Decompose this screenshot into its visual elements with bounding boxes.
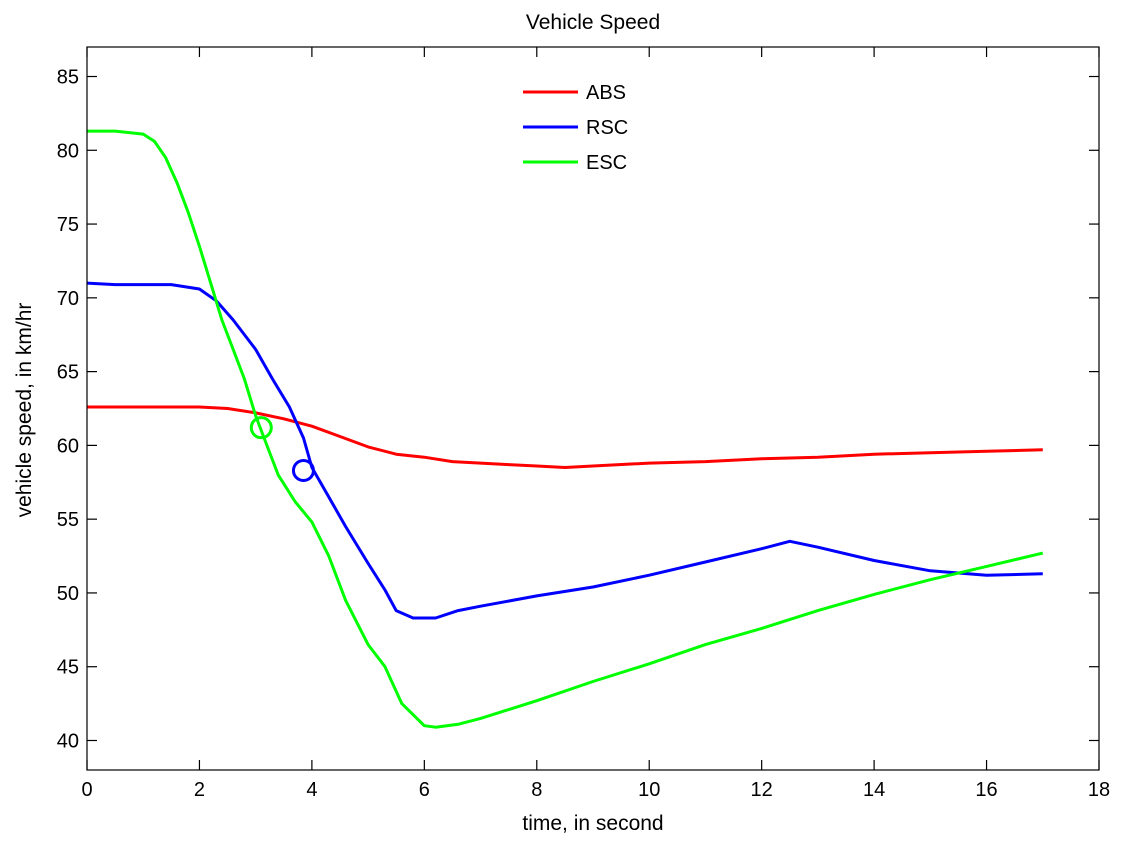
y-tick-label: 80 xyxy=(57,140,79,162)
y-tick-label: 50 xyxy=(57,583,79,605)
axes-box xyxy=(86,46,1100,771)
y-tick-label: 40 xyxy=(57,730,79,752)
series-line-esc xyxy=(87,129,1044,729)
y-tick-label: 55 xyxy=(57,509,79,531)
y-tick-label: 60 xyxy=(57,435,79,457)
x-tick-label: 8 xyxy=(531,779,542,801)
legend-label-rsc: RSC xyxy=(586,117,628,139)
x-tick-label: 6 xyxy=(419,779,430,801)
marker-esc xyxy=(249,416,273,440)
x-tick-label: 4 xyxy=(306,779,317,801)
legend-label-abs: ABS xyxy=(586,82,626,104)
y-tick-label: 65 xyxy=(57,362,79,384)
x-axis-label: time, in second xyxy=(522,812,663,835)
marker-rsc xyxy=(291,458,315,482)
chart-title: Vehicle Speed xyxy=(526,11,660,34)
x-tick-label: 16 xyxy=(975,779,997,801)
x-tick-label: 14 xyxy=(863,779,885,801)
legend: ABS RSC ESC xyxy=(523,82,628,174)
y-tick-label: 70 xyxy=(57,288,79,310)
legend-label-esc: ESC xyxy=(586,152,627,174)
x-tick-label: 0 xyxy=(81,779,92,801)
x-tick-label: 10 xyxy=(638,779,660,801)
plot-layer xyxy=(86,129,1044,729)
x-tick-label: 18 xyxy=(1088,779,1110,801)
series-line-rsc xyxy=(86,281,1043,620)
y-tick-label: 75 xyxy=(57,214,79,236)
y-axis-label: vehicle speed, in km/hr xyxy=(13,303,36,518)
x-tick-label: 12 xyxy=(751,779,773,801)
y-tick-label: 85 xyxy=(57,67,79,89)
x-tick-label: 2 xyxy=(194,779,205,801)
tick-layer: 0 2 4 6 8 10 12 14 16 18 40 45 50 55 60 65 70 75 80 85 xyxy=(57,46,1110,801)
y-tick-label: 45 xyxy=(57,657,79,679)
